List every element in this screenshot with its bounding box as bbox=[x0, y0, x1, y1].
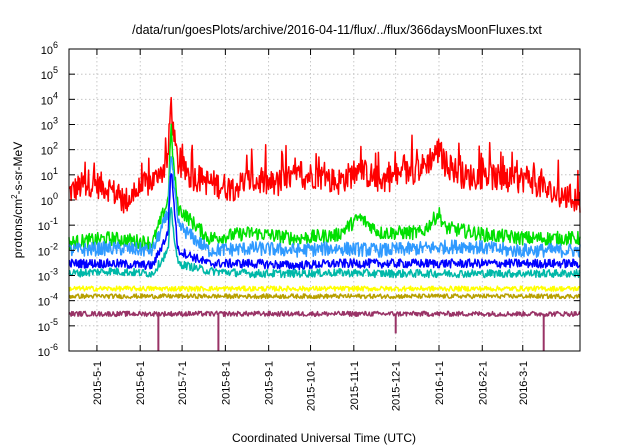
y-tick-exp: -2 bbox=[50, 241, 58, 251]
y-tick-label: 103 bbox=[41, 116, 58, 133]
y-tick-label: 105 bbox=[41, 65, 58, 82]
y-tick-label: 10-6 bbox=[38, 342, 58, 359]
x-tick-label: 2016-1-1 bbox=[434, 361, 446, 405]
x-tick-label: 2016-2-1 bbox=[477, 361, 489, 405]
series-line bbox=[68, 123, 581, 250]
series-line bbox=[68, 310, 581, 318]
y-tick-labels: 10-610-510-410-310-210-11001011021031041… bbox=[38, 40, 58, 359]
y-tick-base: 10 bbox=[41, 121, 53, 133]
y-tick-label: 101 bbox=[41, 166, 58, 183]
y-tick-label: 104 bbox=[41, 90, 58, 107]
y-tick-exp: 5 bbox=[53, 65, 58, 75]
y-axis-label-rest: -s-sr-MeV bbox=[11, 142, 25, 195]
y-axis-label: protons/cm2-s-sr-MeV bbox=[10, 142, 25, 258]
series-line bbox=[68, 285, 581, 292]
x-tick-label: 2015-12-1 bbox=[391, 361, 403, 411]
y-tick-exp: 1 bbox=[53, 166, 58, 176]
y-tick-base: 10 bbox=[38, 322, 50, 334]
y-tick-label: 10-1 bbox=[38, 216, 58, 233]
y-tick-base: 10 bbox=[38, 246, 50, 258]
y-tick-exp: 2 bbox=[53, 141, 58, 151]
y-tick-base: 10 bbox=[41, 70, 53, 82]
y-tick-label: 102 bbox=[41, 141, 58, 158]
grid-lines bbox=[69, 48, 580, 352]
x-tick-label: 2015-8-1 bbox=[220, 361, 232, 405]
y-tick-base: 10 bbox=[41, 146, 53, 158]
x-tick-labels: 2015-5-1 2015-6-1 2015-7-1 2015-8-1 2015-9-1… bbox=[92, 361, 530, 411]
y-tick-base: 10 bbox=[38, 347, 50, 359]
chart-title: /data/run/goesPlots/archive/2016-04-11/f… bbox=[132, 23, 542, 37]
y-tick-label: 10-2 bbox=[38, 241, 58, 258]
y-tick-exp: -6 bbox=[50, 342, 58, 352]
y-axis-label-main: protons/cm bbox=[11, 199, 25, 258]
y-tick-label: 106 bbox=[41, 40, 58, 57]
y-tick-base: 10 bbox=[41, 95, 53, 107]
x-tick-label: 2015-7-1 bbox=[177, 361, 189, 405]
x-tick-label: 2015-5-1 bbox=[92, 361, 104, 405]
y-tick-exp: -1 bbox=[50, 216, 58, 226]
y-tick-exp: 3 bbox=[53, 116, 58, 126]
y-tick-base: 10 bbox=[38, 221, 50, 233]
series-line bbox=[68, 173, 581, 271]
y-tick-exp: 0 bbox=[53, 191, 58, 201]
y-tick-label: 10-4 bbox=[38, 292, 58, 309]
x-axis-label: Coordinated Universal Time (UTC) bbox=[232, 431, 416, 445]
y-tick-base: 10 bbox=[41, 196, 53, 208]
y-tick-exp: -3 bbox=[50, 267, 58, 277]
y-tick-label: 10-3 bbox=[38, 267, 58, 284]
y-axis-label-sup: 2 bbox=[10, 194, 19, 199]
y-tick-exp: 4 bbox=[53, 90, 58, 100]
y-tick-exp: 6 bbox=[53, 40, 58, 50]
y-tick-base: 10 bbox=[38, 272, 50, 284]
y-tick-base: 10 bbox=[41, 171, 53, 183]
y-tick-base: 10 bbox=[41, 45, 53, 57]
series-line bbox=[68, 96, 581, 214]
series-line bbox=[68, 206, 581, 279]
x-tick-label: 2016-3-1 bbox=[518, 361, 530, 405]
series-line bbox=[68, 293, 581, 300]
y-tick-label: 10-5 bbox=[38, 317, 58, 334]
series-line bbox=[68, 156, 581, 258]
x-tick-label: 2015-6-1 bbox=[135, 361, 147, 405]
series-group bbox=[68, 96, 581, 351]
y-tick-base: 10 bbox=[38, 297, 50, 309]
x-tick-label: 2015-11-1 bbox=[349, 361, 361, 410]
y-tick-label: 100 bbox=[41, 191, 58, 208]
x-tick-label: 2015-10-1 bbox=[306, 361, 318, 411]
axis-ticks bbox=[69, 48, 580, 352]
y-tick-exp: -4 bbox=[50, 292, 58, 302]
x-tick-label: 2015-9-1 bbox=[264, 361, 276, 405]
y-tick-exp: -5 bbox=[50, 317, 58, 327]
